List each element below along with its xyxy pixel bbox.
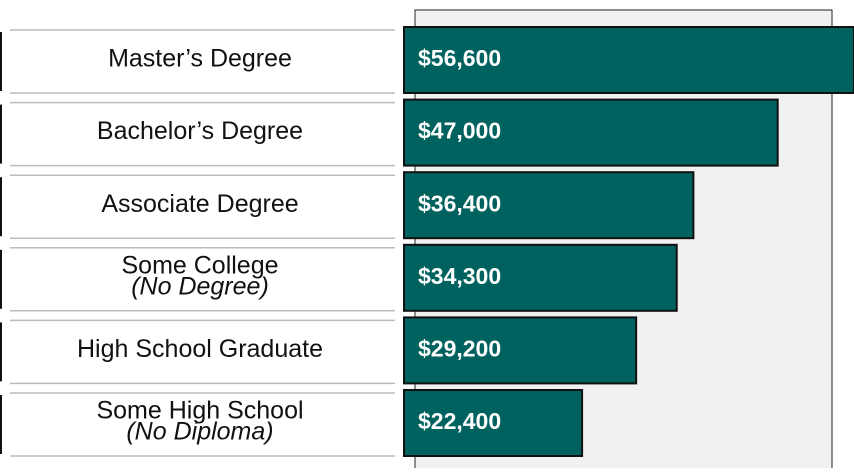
category-label: Some High School (96, 397, 303, 425)
category-label: Master’s Degree (108, 45, 292, 73)
category-note: (No Degree) (131, 272, 269, 300)
category-label: Bachelor’s Degree (97, 117, 303, 145)
category-label: Associate Degree (101, 190, 298, 218)
bar (403, 98, 779, 167)
value-label: $29,200 (418, 335, 501, 361)
bar (403, 26, 854, 94)
category-note: (No Diploma) (126, 418, 273, 446)
value-label: $47,000 (418, 118, 501, 144)
bar (403, 243, 678, 312)
bar (403, 316, 638, 385)
bar (403, 389, 584, 457)
value-label: $34,300 (418, 263, 501, 289)
category-label: High School Graduate (77, 335, 323, 363)
value-label: $22,400 (418, 408, 501, 434)
bar (403, 171, 695, 240)
category-label: Some College (121, 251, 278, 279)
value-label: $56,600 (418, 45, 501, 71)
value-label: $36,400 (418, 190, 501, 216)
